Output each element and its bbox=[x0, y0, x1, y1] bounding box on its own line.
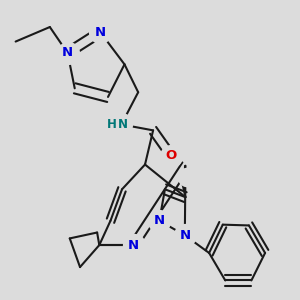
Point bbox=[169, 154, 174, 158]
Text: N: N bbox=[95, 26, 106, 39]
Text: H: H bbox=[107, 118, 117, 131]
Point bbox=[131, 243, 136, 248]
Text: N: N bbox=[128, 238, 139, 252]
Text: N: N bbox=[179, 229, 191, 242]
Text: N: N bbox=[154, 214, 165, 227]
Point bbox=[98, 30, 103, 34]
Point bbox=[185, 174, 190, 179]
Point bbox=[119, 122, 124, 127]
Point bbox=[65, 51, 70, 56]
Point bbox=[182, 233, 187, 238]
Text: N: N bbox=[118, 118, 128, 131]
Text: N: N bbox=[62, 46, 73, 59]
Point bbox=[157, 218, 162, 223]
Text: O: O bbox=[166, 149, 177, 162]
